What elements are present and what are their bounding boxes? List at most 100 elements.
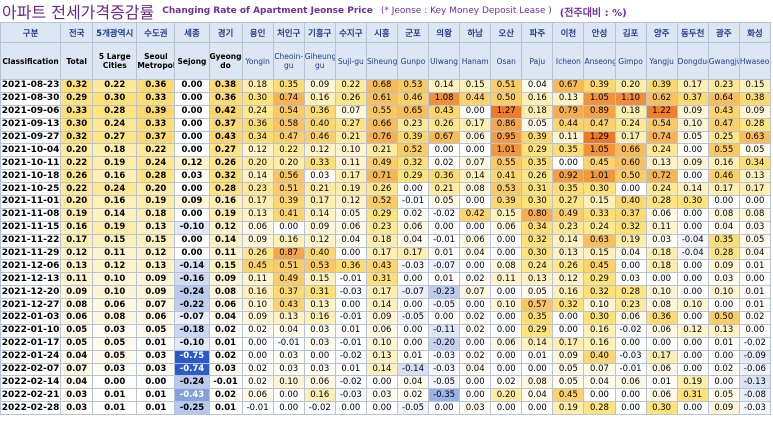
rate-cell: 0.10	[583, 298, 616, 313]
rate-cell: 0.87	[272, 246, 305, 261]
rate-cell: -0.13	[738, 375, 772, 390]
rate-cell: 0.09	[303, 79, 336, 93]
rate-cell: 0.00	[676, 349, 709, 364]
rate-cell: 0.04	[707, 220, 740, 235]
table-row: 2022-02-07 0.07 0.03 0.03 -0.74 0.03 0.02 0.03 0…	[0, 362, 772, 377]
rate-cell: 0.29	[365, 207, 398, 222]
header-ko: 파주	[521, 22, 554, 43]
rate-cell: 0.39	[583, 79, 616, 93]
header-en: Sejong	[174, 42, 210, 80]
rate-cell: 0.66	[614, 143, 647, 158]
rate-cell: 0.02	[208, 323, 243, 338]
rate-cell: 0.03	[738, 220, 772, 235]
rate-cell: 0.12	[303, 143, 336, 158]
rate-cell: 0.10	[707, 285, 740, 300]
rate-cell: 0.14	[208, 233, 243, 248]
rate-cell: -0.02	[334, 349, 367, 364]
rate-cell: 0.00	[334, 298, 367, 313]
rate-cell: 0.47	[707, 117, 740, 132]
rate-cell: 0.24	[614, 117, 647, 132]
rate-cell: 0.20	[60, 195, 94, 209]
rate-cell: 0.18	[136, 207, 176, 222]
header-en: Gyeonggi-do	[208, 42, 243, 80]
rate-cell: 0.24	[583, 220, 616, 235]
rate-cell: 0.02	[241, 323, 274, 338]
table-row: 2022-02-14 0.04 0.00 0.00 -0.24 -0.01 0.02 0.10…	[0, 375, 772, 390]
rate-cell: 0.28	[614, 285, 647, 300]
table-row: 2021-11-08 0.19 0.14 0.18 0.00 0.19 0.13 0.41 0.…	[0, 207, 772, 222]
rate-cell: 0.23	[365, 220, 398, 235]
table-row: 2021-09-13 0.30 0.24 0.33 0.00 0.37 0.36 0.58 0.…	[0, 117, 772, 132]
rate-cell: 0.12	[92, 259, 138, 274]
rate-cell: 0.43	[208, 130, 243, 145]
rate-cell: 0.00	[738, 272, 772, 287]
rate-cell: 0.14	[92, 207, 138, 222]
rate-cell: 0.01	[334, 362, 367, 377]
rate-cell: 0.72	[645, 169, 678, 184]
rate-cell: 0.06	[365, 323, 398, 338]
rate-cell: -0.01	[428, 233, 461, 248]
header-en-row: Classification Total 5 Large Cities Seoul M…	[0, 42, 772, 80]
rate-cell: 0.16	[92, 169, 138, 184]
rate-cell: 0.41	[272, 207, 305, 222]
rate-cell: 0.20	[136, 182, 176, 197]
title-note: (* Jeonse : Key Money Deposit Lease )	[380, 6, 552, 16]
rate-cell: 0.13	[738, 169, 772, 184]
rate-cell: 0.04	[60, 375, 94, 390]
rate-cell: 0.53	[303, 259, 336, 274]
rate-cell: 0.00	[490, 285, 523, 300]
rate-cell: 0.19	[676, 375, 709, 390]
rate-cell: 0.00	[174, 104, 210, 119]
rate-cell: 0.04	[521, 388, 554, 403]
rate-cell: 0.40	[614, 195, 647, 209]
rate-cell: 0.31	[676, 388, 709, 403]
rate-cell: 0.01	[738, 298, 772, 313]
rate-cell: -0.02	[303, 401, 336, 416]
rate-cell: 0.09	[174, 195, 210, 209]
header-ko: 안성	[583, 22, 616, 43]
rate-cell: -0.43	[174, 388, 210, 403]
header-ko: 전국	[60, 22, 94, 43]
rate-cell: 0.50	[614, 169, 647, 184]
rate-cell: 0.00	[676, 207, 709, 222]
date-cell: 2022-02-28	[0, 401, 62, 416]
rate-cell: 0.00	[174, 182, 210, 197]
rate-cell: -0.01	[396, 195, 430, 209]
table-row: 2022-02-28 0.03 0.01 0.01 -0.25 0.01 -0.01 0.00…	[0, 401, 772, 416]
header-en: Classification	[0, 42, 62, 80]
rate-cell: 0.07	[459, 285, 492, 300]
rate-cell: 0.03	[459, 401, 492, 416]
header-en: Hwaseong	[738, 42, 772, 80]
rate-cell: 0.74	[645, 130, 678, 145]
rate-cell: 0.13	[303, 298, 336, 313]
rate-cell: 0.16	[583, 336, 616, 351]
rate-cell: -0.01	[334, 336, 367, 351]
rate-cell: 0.05	[521, 117, 554, 132]
rate-cell: 0.08	[92, 311, 138, 325]
rate-cell: 0.50	[707, 311, 740, 325]
rate-cell: 0.22	[92, 79, 138, 93]
rate-cell: 0.09	[303, 220, 336, 235]
rate-cell: 0.29	[60, 91, 94, 106]
rate-cell: 0.00	[707, 349, 740, 364]
date-cell: 2021-12-27	[0, 298, 62, 313]
rate-cell: 0.43	[365, 259, 398, 274]
table-row: 2021-11-01 0.20 0.16 0.19 0.09 0.16 0.17 0.39 0.…	[0, 195, 772, 209]
rate-cell: 0.22	[272, 143, 305, 158]
date-cell: 2021-10-11	[0, 156, 62, 171]
rate-cell: 0.13	[241, 207, 274, 222]
rate-cell: 0.03	[303, 336, 336, 351]
date-cell: 2021-11-15	[0, 220, 62, 235]
rate-cell: 0.11	[208, 246, 243, 261]
header-ko: 김포	[614, 22, 647, 43]
rate-cell: -0.01	[272, 336, 305, 351]
date-cell: 2021-08-23	[0, 79, 62, 93]
rate-cell: -0.75	[174, 349, 210, 364]
rate-cell: 0.36	[428, 169, 461, 184]
rate-cell: 0.17	[396, 246, 430, 261]
rate-cell: 0.36	[136, 79, 176, 93]
rate-cell: 0.06	[645, 362, 678, 377]
rate-cell: 0.27	[334, 117, 367, 132]
rate-cell: 0.05	[60, 323, 94, 338]
rate-cell: 0.18	[92, 143, 138, 158]
